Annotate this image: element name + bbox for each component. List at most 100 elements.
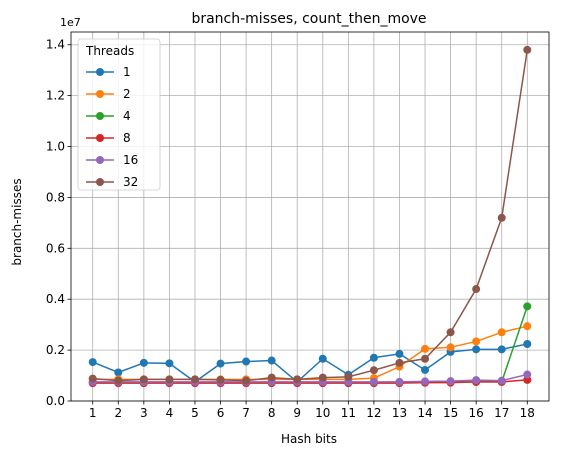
legend-title: Threads — [85, 44, 134, 58]
data-point — [318, 373, 327, 382]
data-point — [472, 345, 481, 354]
series-layer — [88, 45, 532, 388]
data-point — [497, 345, 506, 354]
y-tick-label: 0.4 — [46, 292, 65, 306]
legend-label: 4 — [123, 109, 131, 123]
data-point — [165, 375, 174, 384]
data-point — [472, 337, 481, 346]
series-line — [92, 343, 528, 383]
x-tick-label: 3 — [140, 406, 148, 420]
data-point — [497, 213, 506, 222]
legend-item: 4 — [86, 109, 131, 123]
legend-item: 2 — [86, 87, 131, 101]
data-point — [267, 356, 276, 365]
x-axis-ticks: 1 2 3 4 5 6 7 8 9 10 11 12 13 14 15 16 17 18 — [89, 401, 535, 420]
legend-marker — [96, 68, 104, 76]
legend-box — [77, 38, 161, 191]
data-point — [446, 377, 455, 386]
legend-label: 8 — [123, 131, 131, 145]
y-tick-label: 0.2 — [46, 343, 65, 357]
data-point — [497, 376, 506, 385]
data-point — [446, 328, 455, 337]
y-tick-label: 1.0 — [46, 140, 65, 154]
data-point — [523, 302, 532, 311]
x-tick-label: 8 — [268, 406, 276, 420]
legend-item: 32 — [86, 175, 138, 189]
series-line — [92, 373, 528, 383]
x-tick-label: 4 — [166, 406, 174, 420]
x-tick-label: 11 — [341, 406, 356, 420]
legend-marker — [96, 156, 104, 164]
plot-frame — [70, 31, 550, 402]
data-point — [369, 353, 378, 362]
data-point — [421, 365, 430, 374]
x-tick-label: 17 — [494, 406, 509, 420]
data-point — [139, 358, 148, 367]
x-tick-label: 12 — [366, 406, 381, 420]
data-point — [216, 359, 225, 368]
data-point — [369, 377, 378, 386]
series-line — [92, 379, 528, 384]
x-tick-label: 13 — [392, 406, 407, 420]
x-tick-label: 15 — [443, 406, 458, 420]
legend-label: 2 — [123, 87, 131, 101]
x-tick-label: 7 — [242, 406, 250, 420]
x-tick-label: 1 — [89, 406, 97, 420]
data-point — [242, 376, 251, 385]
chart-title: branch-misses, count_then_move — [191, 11, 426, 27]
data-point — [421, 344, 430, 353]
series-32 — [88, 45, 532, 385]
data-point — [446, 343, 455, 352]
legend-item: 1 — [86, 65, 131, 79]
y-tick-label: 1.4 — [46, 38, 65, 52]
legend-marker — [96, 178, 104, 186]
x-tick-label: 2 — [114, 406, 122, 420]
data-point — [267, 373, 276, 382]
data-point — [395, 349, 404, 358]
x-tick-label: 10 — [315, 406, 330, 420]
data-point — [165, 359, 174, 368]
series-line — [92, 49, 529, 382]
data-point — [472, 285, 481, 294]
y-axis-label: branch-misses — [10, 178, 24, 265]
data-point — [344, 372, 353, 381]
data-point — [523, 370, 532, 379]
data-point — [88, 358, 97, 367]
data-point — [293, 375, 302, 384]
x-tick-label: 9 — [293, 406, 301, 420]
x-axis-label: Hash bits — [281, 432, 337, 446]
data-point — [395, 377, 404, 386]
data-point — [497, 328, 506, 337]
x-tick-label: 14 — [417, 406, 432, 420]
data-point — [421, 354, 430, 363]
data-point — [216, 375, 225, 384]
data-point — [88, 374, 97, 383]
y-tick-label: 1.2 — [46, 89, 65, 103]
x-tick-label: 16 — [469, 406, 484, 420]
legend-label: 32 — [123, 175, 138, 189]
data-point — [139, 375, 148, 384]
y-tick-label: 0.6 — [46, 241, 65, 255]
legend-marker — [96, 112, 104, 120]
legend-item: 8 — [86, 131, 131, 145]
legend-label: 16 — [123, 153, 138, 167]
x-tick-label: 5 — [191, 406, 199, 420]
data-point — [190, 375, 199, 384]
legend-marker — [96, 134, 104, 142]
data-point — [523, 322, 532, 331]
data-point — [242, 357, 251, 366]
data-point — [114, 368, 123, 377]
data-point — [369, 366, 378, 375]
data-point — [114, 376, 123, 385]
legend-marker — [96, 90, 104, 98]
legend-item: 16 — [86, 153, 138, 167]
legend: Threads 1 2 4 8 16 32 — [77, 38, 161, 191]
data-point — [395, 358, 404, 367]
data-point — [523, 45, 532, 54]
data-point — [421, 377, 430, 386]
y-axis-ticks: 0.0 0.2 0.4 0.6 0.8 1.0 1.2 1.4 — [46, 38, 71, 408]
y-axis-exponent-label: 1e7 — [60, 16, 81, 29]
data-point — [472, 376, 481, 385]
x-tick-label: 18 — [520, 406, 535, 420]
